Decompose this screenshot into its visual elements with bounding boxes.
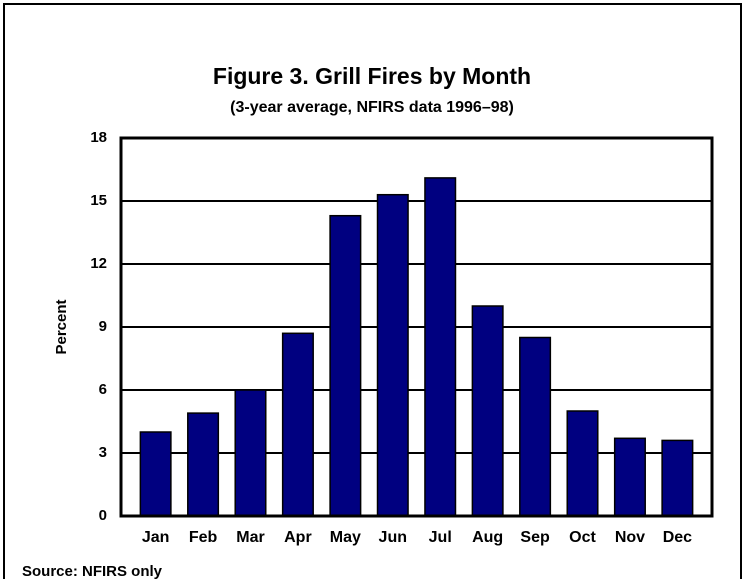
bar — [376, 193, 409, 517]
y-tick-label: 18 — [90, 129, 107, 146]
bar — [139, 431, 172, 517]
source-note: Source: NFIRS only — [22, 563, 163, 579]
x-tick-label: Nov — [615, 529, 645, 546]
bar — [281, 332, 314, 517]
bar — [661, 439, 694, 517]
x-tick-label: Oct — [569, 529, 596, 546]
bar — [329, 214, 362, 517]
x-tick-label: Jun — [379, 529, 407, 546]
chart-title: Figure 3. Grill Fires by Month — [213, 63, 531, 89]
y-axis-label: Percent — [53, 299, 70, 354]
x-tick-label: Jul — [429, 529, 452, 546]
y-tick-label: 3 — [99, 444, 107, 461]
y-tick-label: 15 — [90, 192, 107, 209]
bar — [566, 410, 599, 517]
bar — [613, 437, 646, 517]
x-tick-label: Jan — [142, 529, 170, 546]
plot-frame — [119, 136, 714, 518]
x-tick-label: Feb — [189, 529, 218, 546]
x-tick-label: May — [330, 529, 361, 546]
x-tick-label: Aug — [472, 529, 503, 546]
chart-subtitle: (3-year average, NFIRS data 1996–98) — [230, 99, 514, 116]
y-tick-label: 9 — [99, 318, 107, 335]
bar — [424, 177, 457, 517]
x-tick-label: Apr — [284, 529, 312, 546]
x-tick-label: Sep — [520, 529, 550, 546]
y-tick-label: 0 — [99, 507, 107, 524]
y-tick-label: 6 — [99, 381, 107, 398]
bar — [234, 389, 267, 517]
y-tick-label: 12 — [90, 255, 107, 272]
chart-border — [3, 3, 742, 579]
bar — [471, 305, 504, 517]
bar — [519, 336, 552, 517]
x-tick-label: Mar — [236, 529, 264, 546]
bar — [187, 412, 220, 517]
x-tick-label: Dec — [663, 529, 692, 546]
